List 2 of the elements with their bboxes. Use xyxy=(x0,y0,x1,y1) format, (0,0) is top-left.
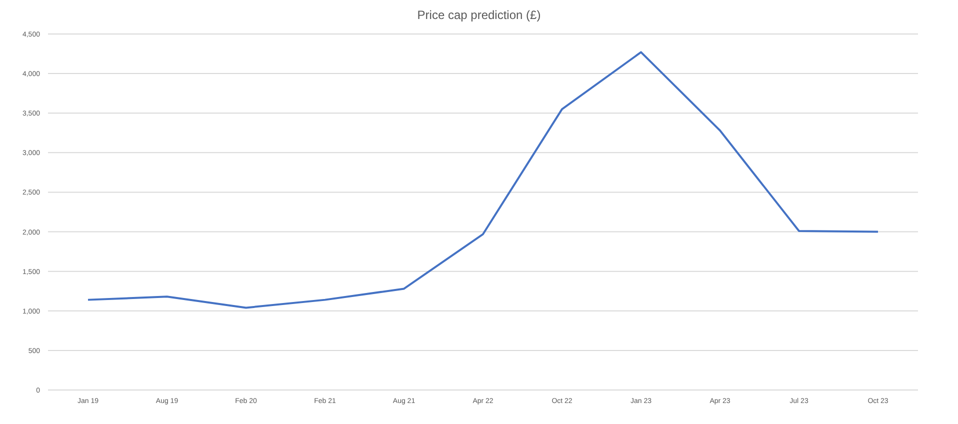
line-series xyxy=(87,51,879,309)
chart-title: Price cap prediction (£) xyxy=(416,8,542,24)
